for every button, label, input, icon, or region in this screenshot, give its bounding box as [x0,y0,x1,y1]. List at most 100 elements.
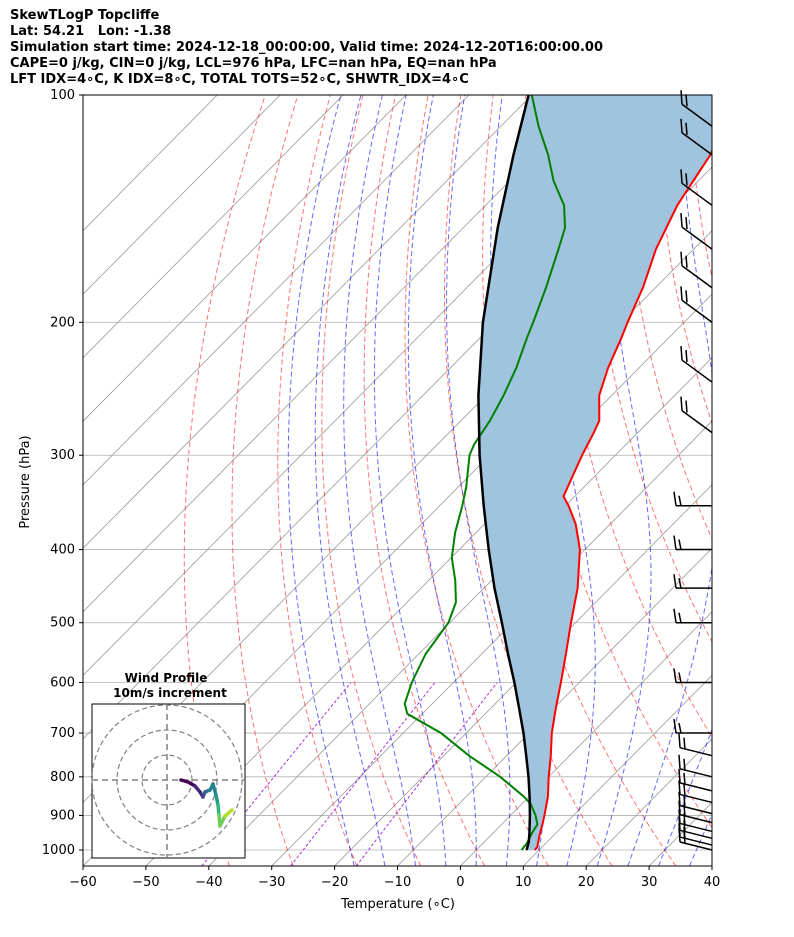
x-axis-label: Temperature (∘C) [340,897,455,912]
y-tick-label: 800 [50,770,75,785]
hodograph-trace-segment [218,814,227,828]
wind-barb [680,251,713,289]
isotherm [775,78,794,866]
moist-adiabat [407,95,477,866]
y-tick-label: 900 [50,808,75,823]
x-tick-label: −60 [69,875,96,890]
isotherm [83,95,533,549]
x-tick-label: 40 [704,875,721,890]
dry-adiabat [277,95,358,866]
wind-barb [680,346,713,383]
moist-adiabat [752,95,794,866]
moist-adiabat [343,95,416,866]
dry-adiabat [231,95,299,866]
x-tick-label: −40 [195,875,222,890]
wind-barb [673,668,712,684]
wind-barb [680,213,713,250]
dry-adiabat [754,95,794,866]
mixing-ratio-line [355,682,498,866]
isotherm [83,95,596,613]
dry-adiabat [655,95,712,425]
cin-shading [478,95,712,850]
wind-barb [678,780,713,804]
x-tick-label: 0 [456,875,464,890]
x-tick-label: 30 [641,875,658,890]
isotherm [711,865,712,866]
dewpoint-profile [403,95,567,851]
y-tick-label: 100 [50,88,75,103]
chart-title: SkewTLogP Topcliffe [10,8,160,23]
hodograph-trace-segment [223,808,234,818]
isotherm [83,95,470,486]
moist-adiabat [314,95,386,866]
x-tick-label: −50 [132,875,159,890]
isotherm [83,95,218,232]
dry-adiabat [444,95,613,866]
wind-barb [678,768,713,792]
wind-barb [673,718,712,734]
moist-adiabat [287,95,355,866]
y-tick-label: 300 [50,448,75,463]
inset-frame [91,703,246,859]
wind-barb [673,574,712,589]
x-tick-label: −10 [384,875,411,890]
wind-barb [680,118,713,156]
temperature-profile [533,148,712,851]
moist-adiabat [446,95,511,866]
wind-barb [680,286,713,323]
x-tick-label: 20 [578,875,595,890]
dry-adiabat [721,95,794,866]
dry-adiabat [787,95,794,866]
x-tick-label: −30 [258,875,285,890]
y-tick-label: 500 [50,616,75,631]
wind-barb [680,90,713,127]
isotherm [208,357,712,866]
isotherm [83,95,281,295]
location-coordinates: Lat: 54.21 Lon: -1.38 [10,24,172,39]
isotherm [83,95,344,359]
moist-adiabat [374,95,447,866]
moist-adiabat [688,813,712,866]
dry-adiabat [404,95,549,866]
y-tick-label: 700 [50,726,75,741]
dry-adiabat [622,95,712,541]
hodograph-trace-segment [211,782,218,797]
isotherm [334,484,712,866]
stability-indices-line2: LFT IDX=4∘C, K IDX=8∘C, TOTAL TOTS=52∘C,… [10,72,469,87]
moist-adiabat [627,95,712,866]
parcel-profile [477,95,532,851]
mixing-ratio-line [290,682,436,866]
dry-adiabat [183,95,266,866]
simulation-times: Simulation start time: 2024-12-18_00:00:… [10,40,603,55]
isotherm [83,95,407,422]
isotherm [460,611,712,866]
y-axis-label: Pressure (hPa) [18,435,33,528]
inset-title: Wind Profile [125,671,208,685]
dry-adiabat [321,95,422,866]
isotherm [523,674,712,866]
wind-barb [673,491,712,507]
stability-indices-line1: CAPE=0 j/kg, CIN=0 j/kg, LCL=976 hPa, LF… [10,56,497,71]
moist-adiabat [720,95,794,866]
chart-header: SkewTLogP Topcliffe Lat: 54.21 Lon: -1.3… [10,8,603,88]
inset-subtitle: 10m/s increment [113,686,227,700]
wind-barb [673,608,712,624]
y-tick-label: 400 [50,543,75,558]
wind-profile-inset: Wind Profile 10m/s increment [91,671,246,859]
dry-adiabat [363,95,485,866]
wind-barb [678,791,713,815]
x-tick-label: −20 [321,875,348,890]
wind-barb [678,733,713,757]
moist-adiabat [658,728,712,866]
wind-barb [673,535,712,551]
y-tick-label: 200 [50,315,75,330]
wind-barb [678,754,713,778]
moist-adiabat [596,95,652,866]
x-tick-label: 10 [515,875,532,890]
y-tick-label: 600 [50,676,75,691]
isotherm [271,420,712,866]
y-tick-label: 1000 [42,843,75,858]
wind-barb [680,169,713,206]
wind-barb [680,396,713,434]
